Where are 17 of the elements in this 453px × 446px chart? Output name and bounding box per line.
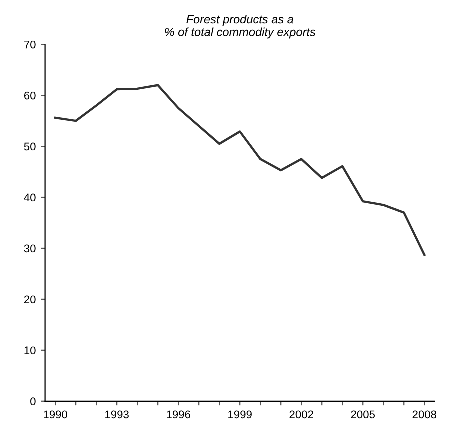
line-series: [54, 84, 426, 256]
y-tick-label: 0: [30, 398, 36, 406]
x-tick-label: 2005: [351, 410, 376, 419]
y-tick-label: 10: [24, 346, 36, 355]
x-tick-label: 1993: [106, 410, 129, 419]
y-tick-label: 40: [24, 194, 36, 202]
y-tick-label: 60: [24, 92, 36, 100]
x-tick-label: 2008: [412, 410, 437, 419]
x-tick-label: 1996: [167, 410, 190, 419]
y-tick-label: 70: [24, 40, 36, 49]
y-tick-label: 20: [24, 296, 36, 304]
chart-title: Forest products as a % of total commodity exports: [165, 14, 316, 39]
y-tick-label: 30: [24, 244, 36, 253]
x-tick-label: 1990: [44, 410, 68, 419]
y-tick-label: 50: [24, 142, 36, 151]
x-tick-label: 2002: [290, 410, 314, 419]
x-tick-label: 1999: [228, 410, 252, 419]
